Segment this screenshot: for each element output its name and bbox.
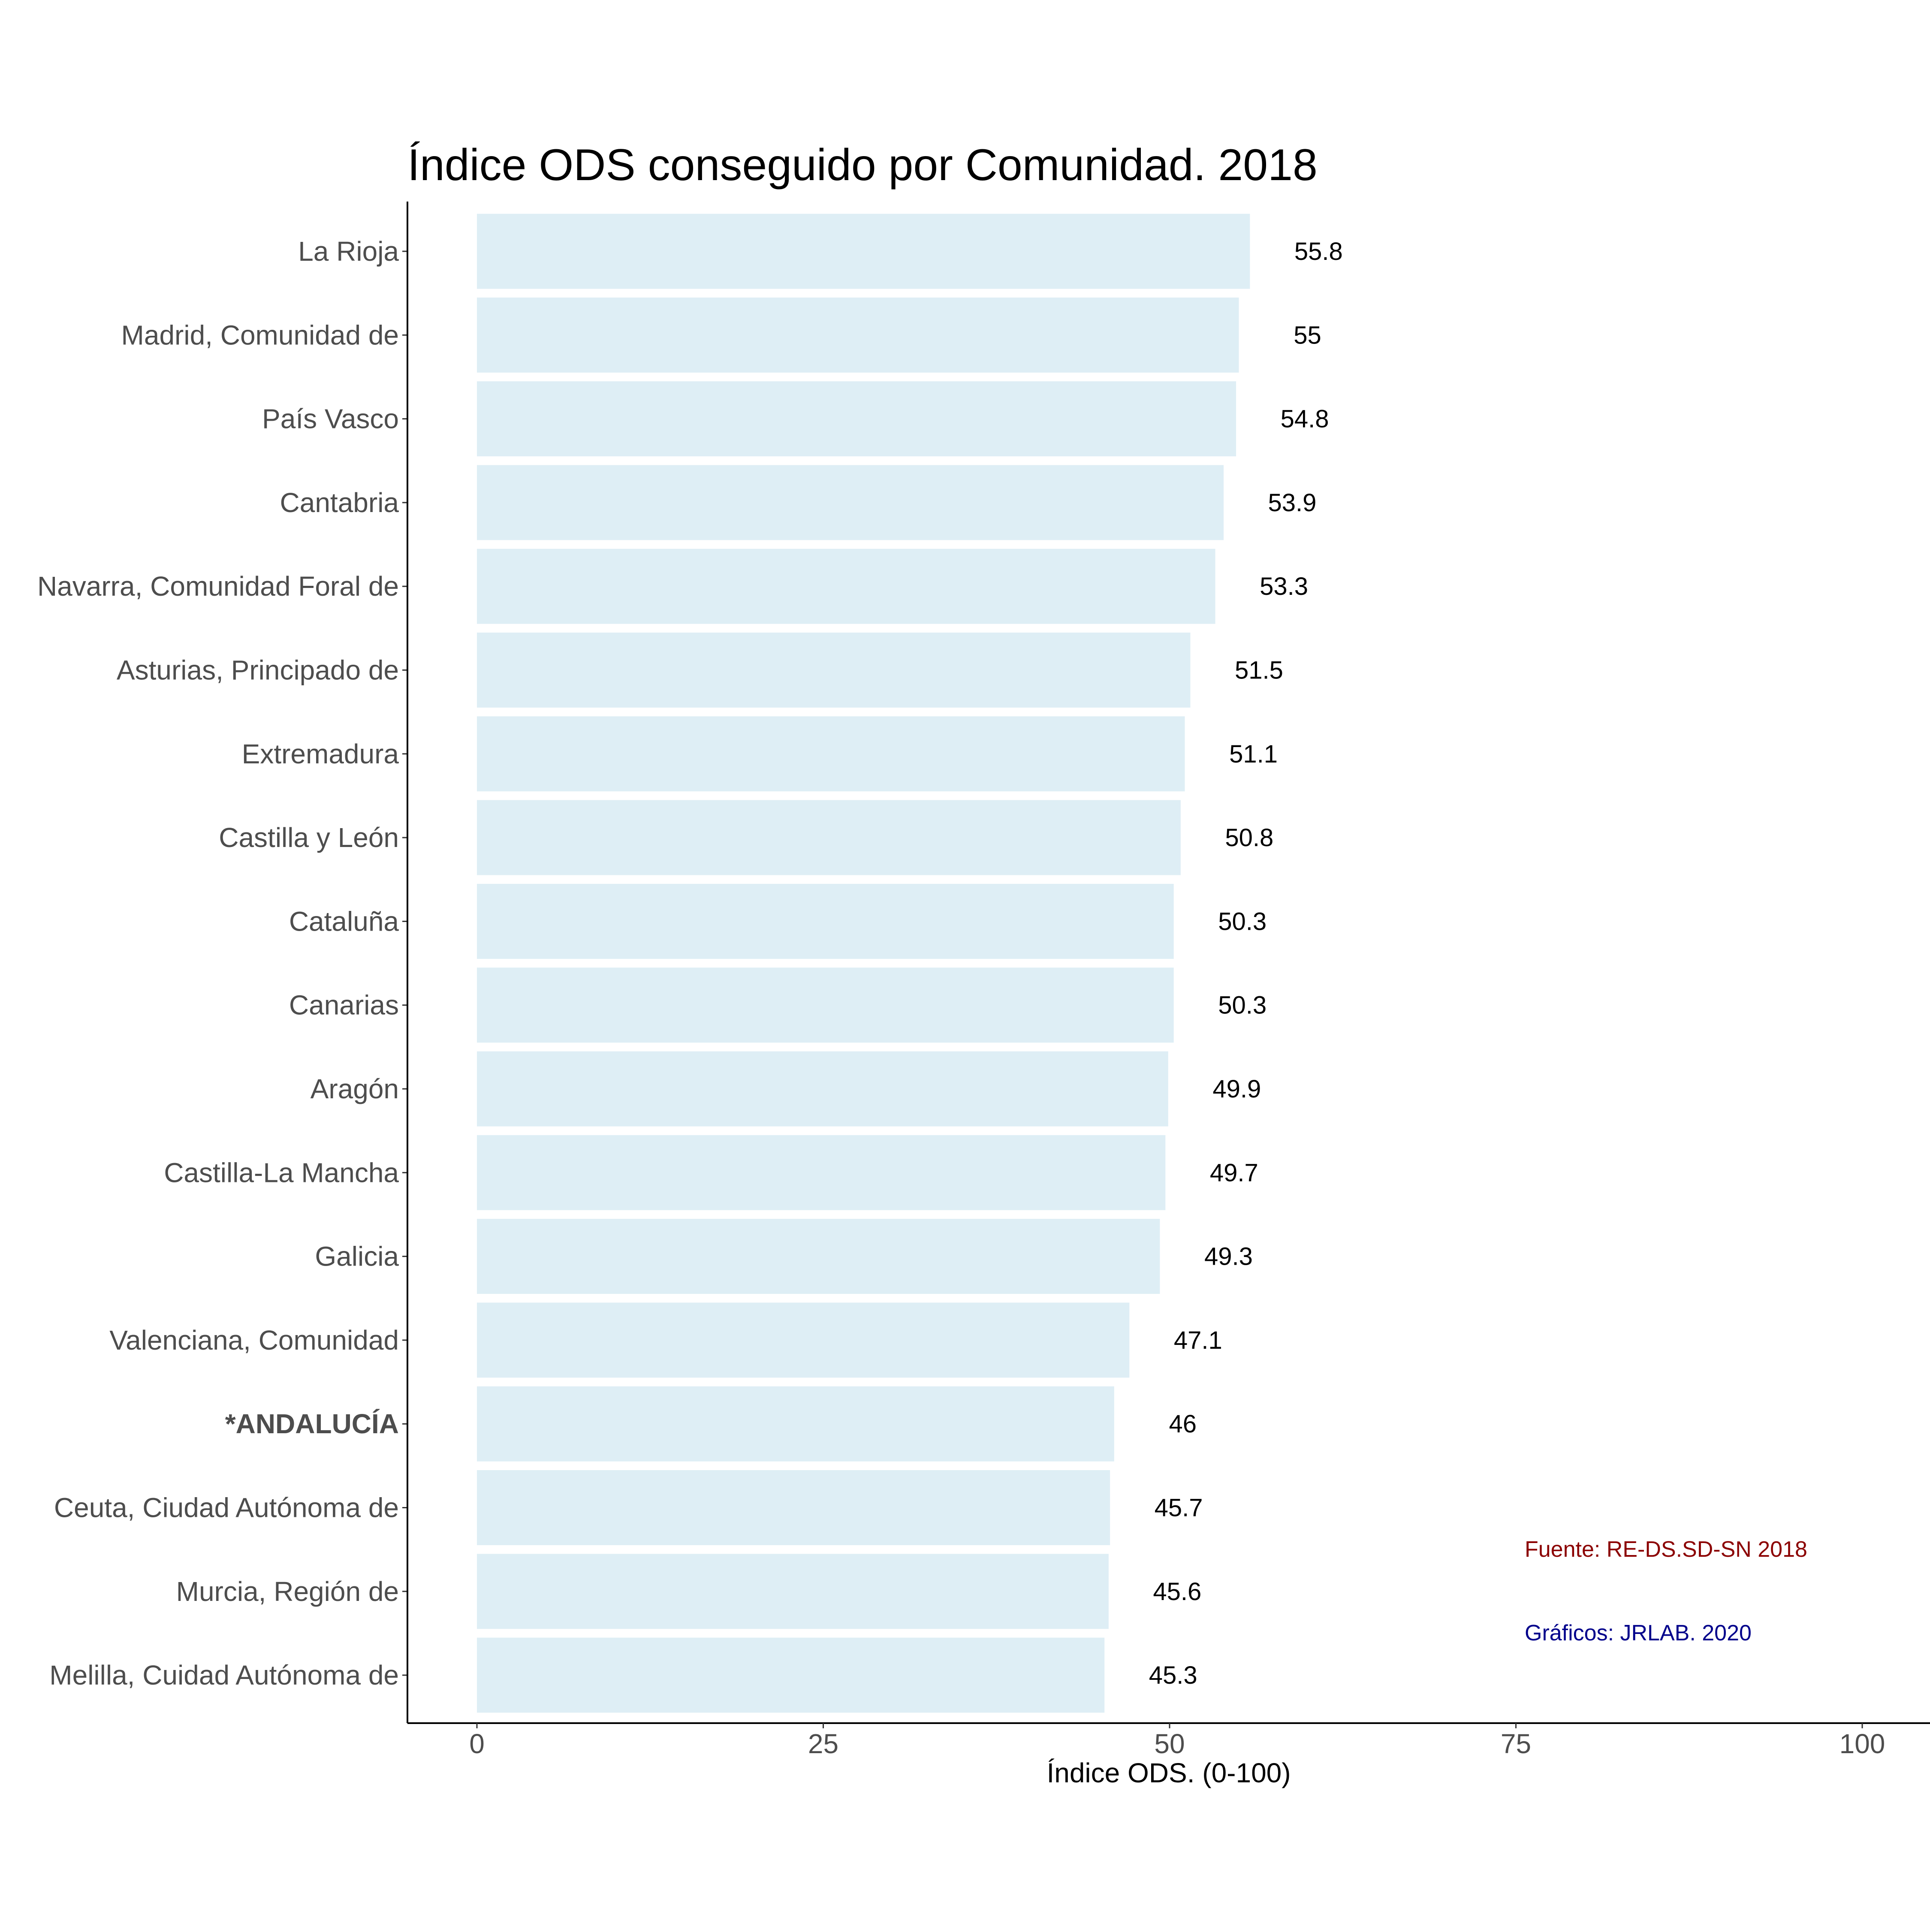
bar	[477, 465, 1224, 540]
bar	[477, 1135, 1166, 1210]
value-label: 45.3	[1149, 1661, 1197, 1689]
category-label: Melilla, Cuidad Autónoma de	[49, 1660, 399, 1691]
category-label: Ceuta, Ciudad Autónoma de	[54, 1492, 399, 1523]
bar	[477, 214, 1250, 289]
value-label: 50.3	[1218, 907, 1267, 935]
bar	[477, 1302, 1130, 1378]
category-label: Cantabria	[280, 487, 399, 518]
category-label: Castilla y León	[219, 822, 399, 853]
bar	[477, 297, 1239, 373]
category-label: Murcia, Región de	[176, 1576, 399, 1607]
value-label: 51.1	[1229, 740, 1278, 768]
category-label: Galicia	[315, 1241, 399, 1272]
bar	[477, 800, 1181, 875]
chart-title: Índice ODS conseguido por Comunidad. 201…	[407, 140, 1318, 190]
bar	[477, 883, 1174, 959]
category-label: Aragón	[311, 1073, 399, 1104]
source-annotation: Fuente: RE-DS.SD-SN 2018	[1525, 1537, 1807, 1562]
value-label: 55	[1294, 321, 1321, 349]
value-label: 49.3	[1204, 1243, 1253, 1271]
value-label: 50.8	[1225, 824, 1273, 852]
bar	[477, 1637, 1105, 1713]
value-label: 53.9	[1268, 489, 1317, 517]
bar	[477, 381, 1236, 457]
bar	[477, 1219, 1160, 1294]
category-label: Valenciana, Comunidad	[109, 1325, 399, 1356]
bar	[477, 968, 1174, 1043]
category-labels: La Rioja Madrid, Comunidad de País Vasco Ca…	[37, 236, 407, 1691]
bar	[477, 1554, 1109, 1629]
category-label: *ANDALUCÍA	[225, 1408, 399, 1439]
credits-annotation: Gráficos: JRLAB. 2020	[1525, 1621, 1752, 1646]
value-label: 49.9	[1212, 1075, 1261, 1103]
x-axis-title: Índice ODS. (0-100)	[1046, 1757, 1291, 1788]
bars-layer	[477, 214, 1250, 1713]
x-axis-ticks: 0 25 50 75 100	[469, 1723, 1885, 1759]
category-label: La Rioja	[298, 236, 399, 267]
category-label: Extremadura	[242, 738, 399, 769]
value-label: 45.6	[1153, 1578, 1201, 1606]
category-label: Castilla-La Mancha	[164, 1157, 399, 1188]
category-label: Madrid, Comunidad de	[121, 319, 399, 350]
bar	[477, 1470, 1110, 1545]
bar	[477, 549, 1215, 624]
value-label: 46	[1169, 1410, 1197, 1438]
x-tick-label: 0	[469, 1728, 485, 1759]
bar	[477, 1386, 1114, 1462]
bar	[477, 1051, 1168, 1127]
bar	[477, 716, 1185, 792]
category-label: Asturias, Principado de	[117, 655, 399, 686]
x-tick-label: 50	[1154, 1728, 1185, 1759]
value-label: 45.7	[1155, 1494, 1203, 1522]
value-label: 53.3	[1260, 573, 1308, 600]
value-label: 51.5	[1235, 657, 1283, 684]
value-label: 47.1	[1174, 1326, 1222, 1354]
value-label: 49.7	[1210, 1159, 1258, 1187]
value-label: 55.8	[1294, 238, 1343, 265]
category-label: Cataluña	[289, 906, 399, 937]
category-label: Navarra, Comunidad Foral de	[37, 571, 399, 602]
x-tick-label: 100	[1840, 1728, 1885, 1759]
value-label: 50.3	[1218, 992, 1267, 1019]
category-label: Canarias	[289, 990, 399, 1021]
category-label: País Vasco	[262, 404, 399, 434]
value-labels: 55.8 55 54.8 53.9 53.3 51.5 51.1 50.8 50.3 50.3 49…	[1149, 238, 1343, 1689]
value-label: 54.8	[1281, 405, 1329, 433]
bar	[477, 633, 1191, 708]
x-tick-label: 75	[1501, 1728, 1531, 1759]
x-tick-label: 25	[808, 1728, 838, 1759]
